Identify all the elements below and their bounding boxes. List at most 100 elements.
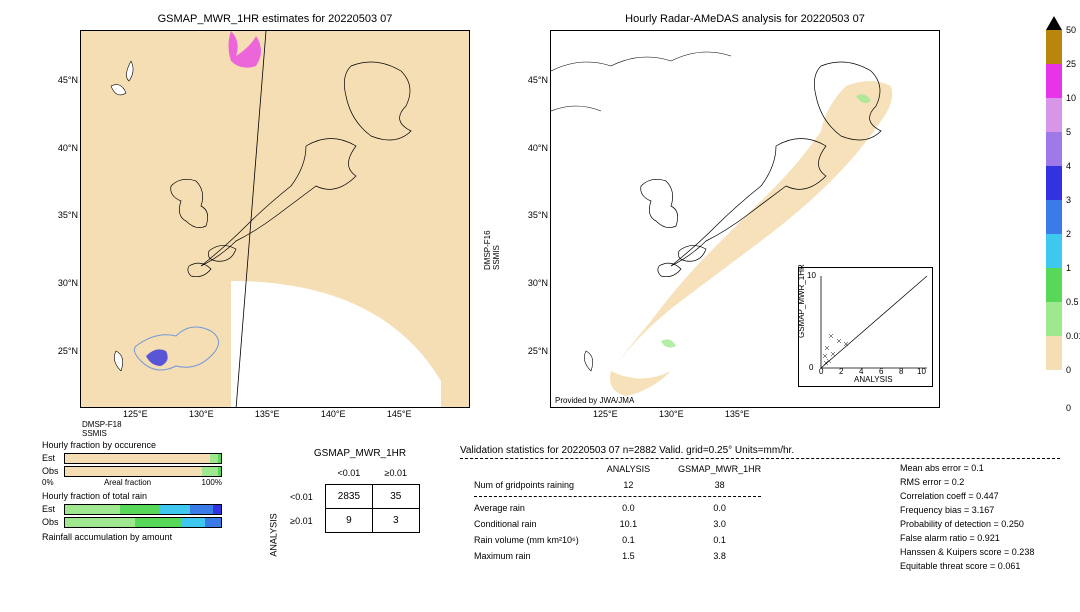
stats-cell: 12 bbox=[593, 477, 664, 493]
stats-cell: 10.1 bbox=[593, 516, 664, 532]
bar-segment bbox=[65, 467, 202, 476]
stats-row-label: Num of gridpoints raining bbox=[460, 477, 593, 493]
bar-row: Obs bbox=[42, 465, 222, 477]
xtick: 140°E bbox=[321, 409, 346, 419]
colorbar-segment bbox=[1046, 268, 1062, 302]
stats-row: Maximum rain1.53.8 bbox=[460, 548, 775, 564]
bar-segment bbox=[213, 505, 221, 514]
ytick: 25°N bbox=[528, 346, 548, 356]
stats-cell: 0.0 bbox=[593, 500, 664, 516]
inset-tick: 2 bbox=[839, 367, 843, 376]
stats-cell: 0.1 bbox=[664, 532, 775, 548]
bar-track bbox=[64, 466, 222, 477]
colorbar-tick: 1 bbox=[1066, 263, 1071, 273]
ct-col-hdr: <0.01 bbox=[325, 462, 372, 485]
left-map-side-right: DMSP-F16 SSMIS bbox=[483, 230, 501, 270]
stats-metric: False alarm ratio = 0.921 bbox=[900, 531, 1080, 545]
inset-tick: 10 bbox=[807, 271, 816, 280]
stats-cell: 38 bbox=[664, 477, 775, 493]
left-map-side-bottom: DMSP-F18 SSMIS bbox=[82, 420, 122, 438]
colorbar-tick: 0 bbox=[1066, 365, 1071, 375]
bar-segment bbox=[65, 518, 135, 527]
colorbar-segment bbox=[1046, 336, 1062, 370]
bar-axis-tick: 0% bbox=[42, 478, 54, 487]
xtick: 145°E bbox=[387, 409, 412, 419]
bar-track bbox=[64, 517, 222, 528]
stats-cell: 0.1 bbox=[593, 532, 664, 548]
bar-segment bbox=[202, 467, 218, 476]
colorbar-segment bbox=[1046, 370, 1062, 408]
stats-block: Validation statistics for 20220503 07 n=… bbox=[460, 445, 1080, 573]
left-map-panel: GSMAP_MWR_1HR estimates for 20220503 07 … bbox=[80, 30, 470, 408]
stats-metric: RMS error = 0.2 bbox=[900, 475, 1080, 489]
colorbar-segment bbox=[1046, 302, 1062, 336]
stats-divider bbox=[460, 493, 775, 500]
stats-cell: 3.8 bbox=[664, 548, 775, 564]
inset-xlabel: ANALYSIS bbox=[854, 375, 893, 384]
colorbar-segment bbox=[1046, 200, 1062, 234]
bar-segment bbox=[120, 505, 159, 514]
left-map-svg bbox=[81, 31, 469, 407]
ytick: 30°N bbox=[528, 278, 548, 288]
bar-title-3: Rainfall accumulation by amount bbox=[42, 532, 222, 542]
contingency-table: <0.01≥0.01 <0.01283535 ≥0.0193 bbox=[278, 462, 420, 533]
inset-tick: 8 bbox=[899, 367, 903, 376]
colorbar-segment bbox=[1046, 30, 1062, 64]
bar-axis-label: Areal fraction bbox=[104, 478, 151, 487]
xtick: 135°E bbox=[725, 409, 750, 419]
inset-tick: 10 bbox=[917, 367, 926, 376]
bar-segment bbox=[65, 454, 210, 463]
stats-metric: Probability of detection = 0.250 bbox=[900, 517, 1080, 531]
bar-row: Est bbox=[42, 503, 222, 515]
bar-track bbox=[64, 453, 222, 464]
bar-track bbox=[64, 504, 222, 515]
ytick: 35°N bbox=[528, 210, 548, 220]
colorbar-segment bbox=[1046, 234, 1062, 268]
ct-cell: 35 bbox=[373, 485, 419, 509]
ytick: 45°N bbox=[58, 75, 78, 85]
stats-metric: Mean abs error = 0.1 bbox=[900, 461, 1080, 475]
colorbar-tick: 3 bbox=[1066, 195, 1071, 205]
ct-cell: 3 bbox=[373, 509, 419, 533]
colorbar-arrow-icon bbox=[1046, 16, 1062, 30]
bar-row-label: Est bbox=[42, 504, 64, 514]
xtick: 135°E bbox=[255, 409, 280, 419]
stats-cell: 3.0 bbox=[664, 516, 775, 532]
bar-segment bbox=[210, 454, 218, 463]
colorbar-tick: 2 bbox=[1066, 229, 1071, 239]
bar-row: Est bbox=[42, 452, 222, 464]
stats-metric: Hanssen & Kuipers score = 0.238 bbox=[900, 545, 1080, 559]
xtick: 125°E bbox=[593, 409, 618, 419]
left-map-content bbox=[81, 31, 469, 407]
ytick: 40°N bbox=[58, 143, 78, 153]
bar-segment bbox=[205, 518, 221, 527]
stats-metric: Frequency bias = 3.167 bbox=[900, 503, 1080, 517]
colorbar-segment bbox=[1046, 64, 1062, 98]
bar-title-2: Hourly fraction of total rain bbox=[42, 491, 222, 501]
inset-tick: 0 bbox=[809, 363, 813, 372]
stats-table: ANALYSISGSMAP_MWR_1HR Num of gridpoints … bbox=[460, 461, 775, 564]
ct-cell: 2835 bbox=[325, 485, 372, 509]
left-map-title: GSMAP_MWR_1HR estimates for 20220503 07 bbox=[81, 13, 469, 25]
stats-row-label: Rain volume (mm km²10⁶) bbox=[460, 532, 593, 548]
stats-cell: 1.5 bbox=[593, 548, 664, 564]
bar-segment bbox=[218, 454, 221, 463]
right-map-title: Hourly Radar-AMeDAS analysis for 2022050… bbox=[551, 13, 939, 25]
bar-axis-tick: 100% bbox=[202, 478, 222, 487]
stats-title: Validation statistics for 20220503 07 n=… bbox=[460, 445, 1080, 456]
colorbar-segment bbox=[1046, 166, 1062, 200]
stats-row-label: Maximum rain bbox=[460, 548, 593, 564]
ct-row-hdr: <0.01 bbox=[278, 485, 325, 509]
colorbar-tick: 0.5 bbox=[1066, 297, 1079, 307]
bar-row-label: Est bbox=[42, 453, 64, 463]
stats-col-hdr: GSMAP_MWR_1HR bbox=[664, 461, 775, 477]
provider-label: Provided by JWA/JMA bbox=[555, 396, 634, 405]
xtick: 130°E bbox=[189, 409, 214, 419]
inset-scatter: ANALYSIS GSMAP_MWR_1HR 0 2 4 6 8 10 0 10 bbox=[798, 267, 933, 387]
colorbar-tick: 25 bbox=[1066, 59, 1076, 69]
inset-ylabel: GSMAP_MWR_1HR bbox=[797, 264, 806, 338]
bar-row-label: Obs bbox=[42, 517, 64, 527]
stats-metric: Equitable threat score = 0.061 bbox=[900, 559, 1080, 573]
colorbar-tick: 10 bbox=[1066, 93, 1076, 103]
stats-row-label: Average rain bbox=[460, 500, 593, 516]
